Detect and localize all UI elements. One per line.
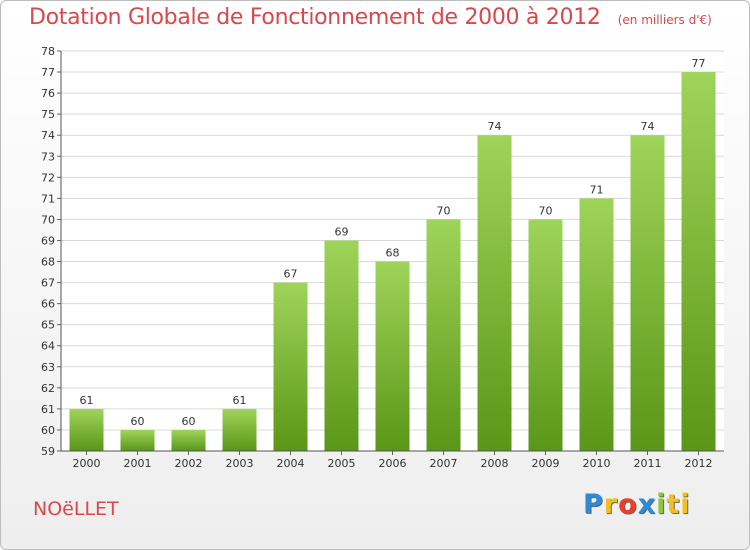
x-tick-label: 2010 [583,457,611,470]
y-tick-label: 78 [41,45,55,58]
y-tick-label: 63 [41,361,55,374]
y-tick-label: 71 [41,192,55,205]
y-tick-label: 64 [41,340,55,353]
y-tick-label: 75 [41,108,55,121]
x-tick-label: 2011 [634,457,662,470]
y-tick-label: 72 [41,171,55,184]
logo-letter: o [618,489,638,520]
bar [477,135,512,452]
y-tick-label: 67 [41,277,55,290]
title-row: Dotation Globale de Fonctionnement de 20… [29,5,712,30]
x-tick-label: 2009 [532,457,560,470]
x-tick-label: 2001 [124,457,152,470]
logo-letter: P [583,489,604,520]
data-label: 69 [335,225,349,238]
bar [579,198,614,451]
y-tick-label: 69 [41,234,55,247]
bar [69,408,104,451]
chart-title: Dotation Globale de Fonctionnement de 20… [29,5,601,30]
x-tick-label: 2004 [277,457,305,470]
data-label: 74 [488,120,502,133]
x-tick-label: 2002 [175,457,203,470]
proxiti-logo: Proxiti [583,489,691,520]
bar [171,429,206,451]
y-tick-label: 68 [41,256,55,269]
bar [375,261,410,451]
data-label: 77 [692,57,706,70]
logo-letter: ti [666,489,691,520]
x-tick-label: 2008 [481,457,509,470]
logo-letter: r [603,489,619,520]
data-label: 74 [641,120,655,133]
bar [681,72,716,451]
y-tick-label: 62 [41,382,55,395]
y-tick-label: 59 [41,445,55,458]
data-label: 61 [233,394,247,407]
y-tick-label: 66 [41,298,55,311]
bar [426,219,461,451]
x-tick-label: 2000 [73,457,101,470]
y-tick-label: 77 [41,66,55,79]
bar [120,429,155,451]
data-label: 67 [284,268,298,281]
y-tick-label: 73 [41,150,55,163]
data-label: 68 [386,247,400,260]
logo-letter: i [656,489,667,520]
x-tick-label: 2012 [685,457,713,470]
bar [324,240,359,451]
y-tick-label: 74 [41,129,55,142]
chart-subtitle: (en milliers d'€) [617,13,712,27]
bar [630,135,665,452]
y-tick-label: 65 [41,319,55,332]
data-label: 61 [80,394,94,407]
bar [528,219,563,451]
y-tick-label: 76 [41,87,55,100]
bar [222,408,257,451]
x-tick-label: 2003 [226,457,254,470]
data-label: 70 [539,204,553,217]
data-label: 60 [182,415,196,428]
logo-letter: x [637,489,657,520]
bar [273,282,308,451]
data-label: 60 [131,415,145,428]
y-tick-label: 61 [41,403,55,416]
y-tick-label: 70 [41,213,55,226]
x-tick-label: 2006 [379,457,407,470]
x-tick-label: 2007 [430,457,458,470]
x-tick-label: 2005 [328,457,356,470]
commune-name: NOëLLET [33,498,119,520]
data-label: 70 [437,204,451,217]
bar-chart: 59 60 61 62 63 64 65 66 67 68 69 70 71 72 73 74 75 76 77 78… [41,45,724,470]
y-tick-label: 60 [41,424,55,437]
data-label: 71 [590,183,604,196]
